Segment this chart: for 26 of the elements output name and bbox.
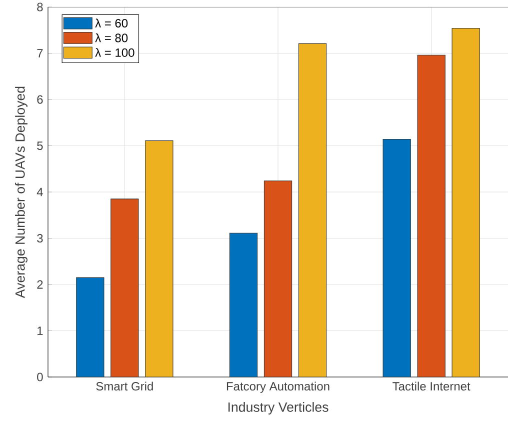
bar [145, 140, 174, 377]
x-tick-label: Smart Grid [96, 382, 153, 391]
legend-label: λ = 60 [95, 18, 128, 28]
y-tick-label: 8 [37, 2, 43, 12]
bar [452, 28, 480, 377]
bar [229, 232, 258, 377]
y-tick-label: 0 [37, 372, 43, 382]
bar [417, 54, 446, 377]
x-tick-label: Tactile Internet [392, 382, 470, 391]
bar [76, 277, 104, 377]
y-tick-label: 4 [36, 188, 43, 196]
bar [298, 43, 327, 377]
bar [264, 180, 292, 377]
bar [110, 198, 139, 377]
y-axis-title: Average Number of UAVs Deployed [15, 86, 28, 298]
x-axis-title: Industry Verticles [228, 402, 328, 414]
y-tick-label: 3 [37, 234, 43, 243]
y-tick-label: 2 [37, 280, 43, 289]
y-tick-label: 5 [37, 142, 43, 150]
legend-label: λ = 80 [95, 33, 128, 42]
legend-label: λ = 100 [95, 48, 134, 57]
bar [382, 139, 411, 377]
y-tick-label: 7 [37, 49, 43, 58]
y-tick-label: 1 [38, 326, 43, 335]
y-tick-label: 6 [37, 95, 43, 104]
x-tick-label: Fatcory Automation [226, 382, 330, 393]
